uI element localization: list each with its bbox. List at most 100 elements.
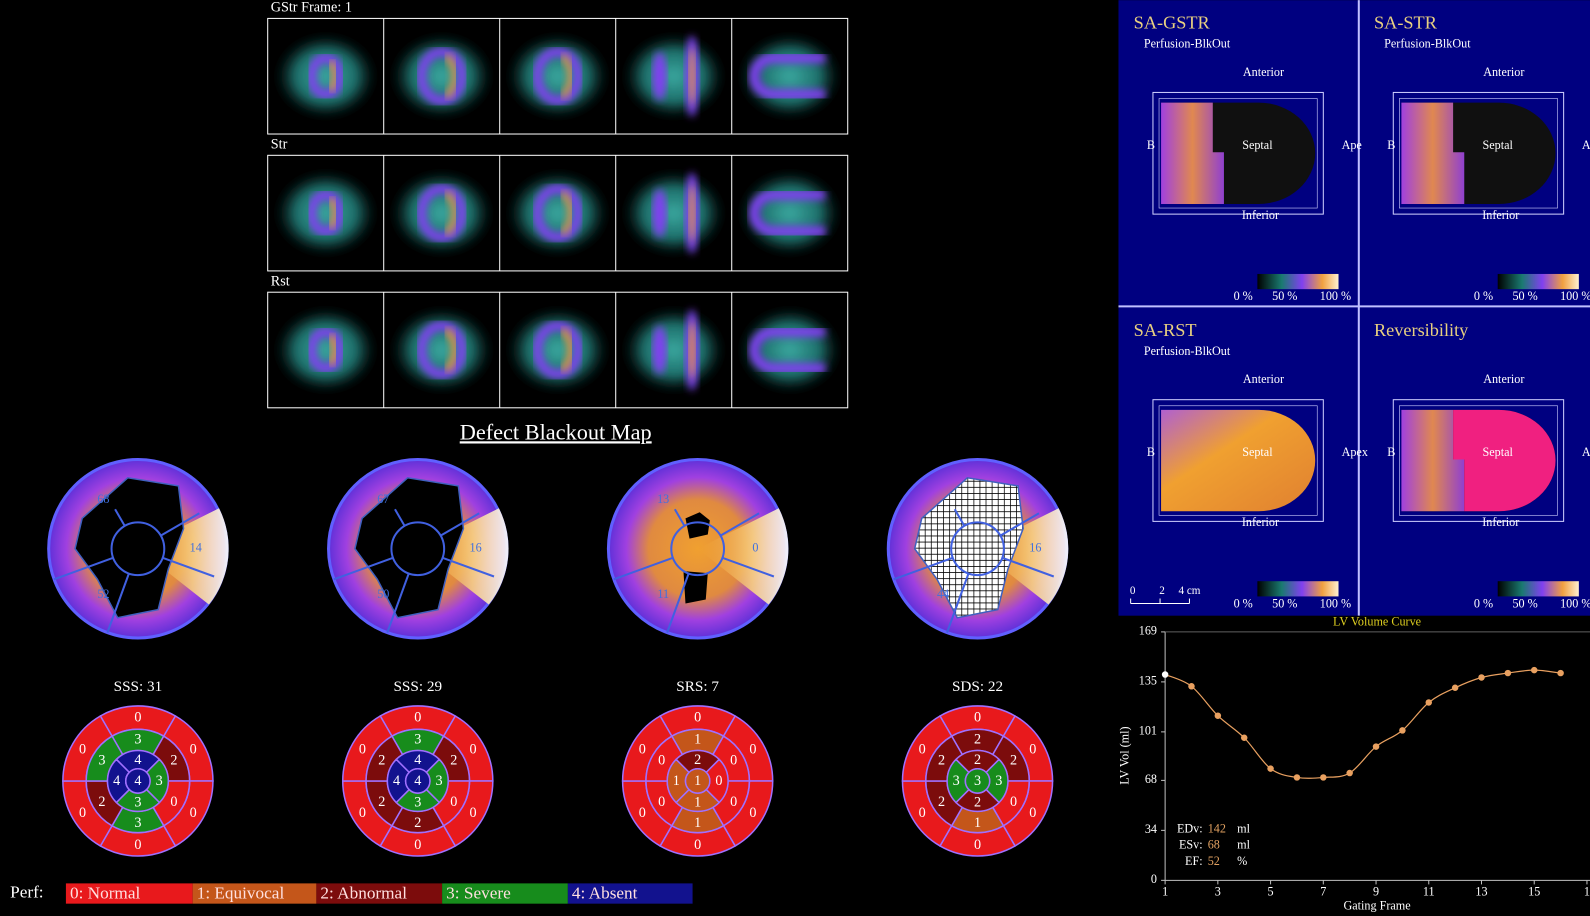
volume-curve [1164, 669, 1561, 779]
scan-image [731, 18, 848, 135]
segment-score: 3 [134, 732, 141, 748]
scan-tissue [391, 170, 493, 256]
segment-score: 2 [694, 752, 701, 768]
scan-hot [327, 196, 339, 230]
volume-point [1240, 734, 1248, 741]
scan-hot [443, 190, 458, 236]
orient-inferior: Inferior [1242, 515, 1279, 529]
panel-title: SA-RST [1134, 320, 1197, 340]
polar-divider [666, 573, 690, 633]
volume-point [1504, 669, 1512, 677]
segment-score: 0 [919, 805, 926, 821]
scan-image [731, 155, 848, 271]
scan-image [499, 18, 616, 135]
segment-score: 0 [1029, 741, 1036, 757]
score-label: SRS: 7 [676, 678, 719, 695]
segment-score: 2 [98, 794, 105, 810]
segment-score: 4 [414, 773, 421, 789]
view-box [1392, 399, 1565, 522]
polar-divider [386, 573, 410, 633]
polar-divider [893, 556, 954, 581]
stat-label: EDv: [1177, 821, 1203, 835]
scan-image [615, 18, 732, 135]
y-tick-label: 0 [1151, 872, 1157, 886]
segment-score: 4 [134, 773, 141, 789]
orient-base: B [1387, 445, 1395, 459]
color-bar [1257, 581, 1339, 597]
scan-wall [306, 190, 345, 236]
scan-image [267, 155, 384, 271]
color-bar-label: 50 % [1272, 596, 1297, 610]
segment-score: 2 [974, 752, 981, 768]
scan-wall [749, 52, 826, 100]
segment-score: 3 [974, 773, 981, 789]
segment-score: 3 [98, 752, 105, 768]
x-tick-label: 11 [1423, 884, 1435, 898]
y-tick-label: 34 [1145, 822, 1157, 836]
ruler-label: 2 [1159, 585, 1165, 597]
orient-anterior: Anterior [1243, 65, 1284, 79]
legend-title: Perf: [10, 882, 43, 901]
segment-score: 4 [113, 773, 120, 789]
legend-label: 3: Severe [446, 883, 511, 902]
view-box [1392, 91, 1565, 215]
polar-hot [417, 508, 509, 605]
segment-score: 0 [414, 837, 421, 853]
stat-label: ESv: [1179, 838, 1203, 852]
polar-ring [670, 521, 726, 577]
x-axis-label: Gating Frame [1343, 899, 1410, 913]
segment-score: 0 [749, 805, 756, 821]
polar-divider [719, 512, 760, 537]
view-box-inner [1399, 98, 1558, 209]
segment-score: 2 [974, 732, 981, 748]
polar-view [1161, 409, 1316, 512]
scan-tissue [391, 307, 493, 393]
scan-tissue [623, 170, 725, 256]
scan-tissue [275, 307, 377, 393]
segment-score: 3 [156, 773, 163, 789]
color-bar-label: 50 % [1512, 289, 1537, 303]
segment-score: 0 [1029, 805, 1036, 821]
segment-score: 3 [134, 815, 141, 831]
segment-score: 0 [134, 837, 141, 853]
orient-inferior: Inferior [1482, 208, 1519, 222]
segment-apex [964, 768, 991, 794]
view-box [1152, 91, 1324, 215]
scan-tissue [623, 33, 725, 119]
scan-wall [652, 51, 667, 101]
stat-unit: ml [1237, 821, 1250, 835]
scan-wall [416, 184, 467, 243]
color-bar [1257, 273, 1339, 290]
segment-score: 0 [1010, 794, 1017, 810]
view-box-inner [1158, 405, 1318, 516]
polar-divider [162, 556, 215, 578]
blackout [74, 476, 185, 619]
color-bar [1497, 581, 1579, 597]
stat-value: 52 [1208, 854, 1220, 868]
segment-score: 0 [470, 741, 477, 757]
volume-point [1451, 684, 1459, 692]
polar-view-hot [1401, 102, 1465, 204]
stat-unit: % [1237, 854, 1247, 868]
scan-hot [688, 321, 696, 379]
segment-score: 2 [378, 752, 385, 768]
volume-point [1346, 769, 1353, 777]
scan-image [615, 292, 732, 408]
score-label: SSS: 31 [114, 678, 163, 695]
color-bar-label: 0 % [1474, 289, 1493, 303]
scan-wall [749, 326, 826, 374]
legend-swatch [316, 883, 443, 904]
polar-ring [110, 521, 166, 577]
blackout [913, 476, 1024, 619]
segment-score: 0 [658, 794, 665, 810]
scan-hot [327, 333, 339, 367]
scan-wall [532, 321, 583, 379]
segment-score: 0 [359, 805, 366, 821]
x-tick-label: 1 [1162, 884, 1168, 898]
strip-frame [267, 17, 849, 135]
scan-tissue [275, 33, 377, 119]
polar-divider [1001, 556, 1055, 578]
volume-point [1530, 666, 1538, 674]
panel-subtitle: Perfusion-BlkOut [1144, 37, 1231, 51]
